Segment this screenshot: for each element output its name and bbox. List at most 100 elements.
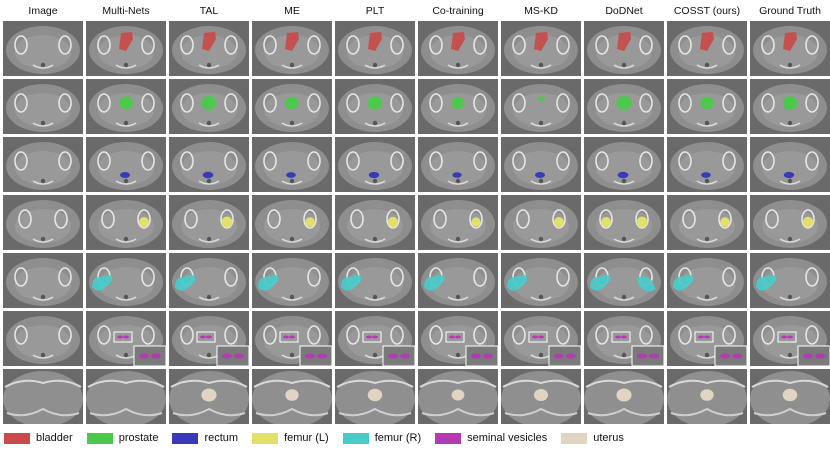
legend-label: seminal vesicles xyxy=(467,432,548,444)
ct-slice-image xyxy=(86,371,166,424)
ct-slice-image xyxy=(89,258,163,306)
legend-label: rectum xyxy=(204,432,239,444)
ct-slice-image xyxy=(504,142,578,190)
ct-slice-image xyxy=(169,371,249,424)
ct-slice-image xyxy=(501,371,581,424)
ct-slice-prostate-dodnet xyxy=(584,79,664,134)
ct-slice-image xyxy=(172,200,246,248)
legend-swatch xyxy=(342,432,369,444)
ct-slice-uterus-cosst-ours xyxy=(667,369,747,424)
ct-slice-image xyxy=(338,258,412,306)
ct-slice-bladder-me xyxy=(252,21,332,76)
column-header-image: Image xyxy=(28,5,58,17)
legend-item-femur-r: femur (R) xyxy=(342,432,422,444)
ct-slice-femur-r-plt xyxy=(335,253,415,308)
ct-slice-image xyxy=(670,316,747,366)
ct-slice-image xyxy=(504,26,578,74)
column-header-multi-nets: Multi-Nets xyxy=(102,5,150,17)
ct-slice-image xyxy=(421,142,495,190)
ct-slice-image xyxy=(338,200,412,248)
ct-slice-image xyxy=(338,142,412,190)
ct-slice-image xyxy=(753,316,830,366)
ct-slice-bladder-ground-truth xyxy=(750,21,830,76)
legend-item-seminal-vesicles: seminal vesicles xyxy=(435,432,547,444)
ct-slice-image xyxy=(89,142,163,190)
ct-slice-image xyxy=(89,26,163,74)
ct-slice-uterus-image xyxy=(3,369,83,424)
ct-slice-image xyxy=(670,84,744,132)
ct-slice-image xyxy=(504,258,578,306)
ct-slice-image xyxy=(338,84,412,132)
ct-slice-bladder-image xyxy=(3,21,83,76)
legend-label: femur (R) xyxy=(374,432,422,444)
ct-slice-femur-r-cosst-ours xyxy=(667,253,747,308)
ct-slice-image xyxy=(6,142,80,190)
ct-slice-image xyxy=(255,200,329,248)
legend-item-rectum: rectum xyxy=(172,432,238,444)
column-header-plt: PLT xyxy=(365,5,385,17)
ct-slice-femur-l-multi-nets xyxy=(86,195,166,250)
ct-slice-femur-r-me xyxy=(252,253,332,308)
ct-slice-femur-l-co-training xyxy=(418,195,498,250)
ct-slice-image xyxy=(255,26,329,74)
ct-slice-rectum-me xyxy=(252,137,332,192)
ct-slice-image xyxy=(504,316,581,366)
column-header-dodnet: DoDNet xyxy=(605,5,643,17)
ct-slice-femur-r-co-training xyxy=(418,253,498,308)
ct-slice-prostate-tal xyxy=(169,79,249,134)
ct-slice-image xyxy=(421,200,495,248)
ct-slice-bladder-plt xyxy=(335,21,415,76)
ct-slice-uterus-dodnet xyxy=(584,369,664,424)
ct-slice-image xyxy=(670,142,744,190)
ct-slice-image xyxy=(89,200,163,248)
column-header-tal: TAL xyxy=(199,5,219,17)
ct-slice-femur-l-ground-truth xyxy=(750,195,830,250)
legend-swatch xyxy=(561,432,588,444)
ct-slice-image xyxy=(587,200,661,248)
ct-slice-image xyxy=(6,26,80,74)
ct-slice-femur-r-ground-truth xyxy=(750,253,830,308)
ct-slice-image xyxy=(89,84,163,132)
ct-slice-image xyxy=(421,316,498,366)
column-header-ground-truth: Ground Truth xyxy=(759,5,821,17)
ct-slice-image xyxy=(587,258,661,306)
ct-slice-rectum-tal xyxy=(169,137,249,192)
ct-slice-image xyxy=(172,258,246,306)
ct-slice-image xyxy=(335,371,415,424)
ct-slice-bladder-cosst-ours xyxy=(667,21,747,76)
ct-slice-image xyxy=(587,316,664,366)
ct-slice-femur-l-image xyxy=(3,195,83,250)
column-header-cosst-ours: COSST (ours) xyxy=(673,5,741,17)
ct-slice-image xyxy=(255,258,329,306)
ct-slice-image xyxy=(670,200,744,248)
ct-slice-prostate-me xyxy=(252,79,332,134)
legend-label: femur (L) xyxy=(284,432,329,444)
legend-label: prostate xyxy=(118,432,159,444)
legend-swatch xyxy=(86,432,113,444)
ct-slice-uterus-co-training xyxy=(418,369,498,424)
column-header-me: ME xyxy=(284,5,300,17)
ct-slice-image xyxy=(587,26,661,74)
ct-slice-image xyxy=(670,26,744,74)
ct-slice-seminal-vesicles-ms-kd xyxy=(501,311,581,366)
ct-slice-femur-r-dodnet xyxy=(584,253,664,308)
legend-item-uterus: uterus xyxy=(561,432,624,444)
legend-item-prostate: prostate xyxy=(86,432,159,444)
ct-slice-seminal-vesicles-image xyxy=(3,311,83,366)
ct-slice-image xyxy=(753,26,827,74)
ct-slice-femur-l-plt xyxy=(335,195,415,250)
ct-slice-femur-l-ms-kd xyxy=(501,195,581,250)
ct-slice-image xyxy=(255,316,332,366)
ct-slice-prostate-plt xyxy=(335,79,415,134)
ct-slice-image xyxy=(89,316,166,366)
ct-slice-image xyxy=(6,258,80,306)
ct-slice-image xyxy=(421,84,495,132)
legend-label: bladder xyxy=(36,432,73,444)
ct-slice-bladder-ms-kd xyxy=(501,21,581,76)
ct-slice-image xyxy=(6,316,80,364)
ct-slice-bladder-dodnet xyxy=(584,21,664,76)
ct-slice-femur-l-dodnet xyxy=(584,195,664,250)
ct-slice-image xyxy=(172,316,249,366)
ct-slice-prostate-ground-truth xyxy=(750,79,830,134)
